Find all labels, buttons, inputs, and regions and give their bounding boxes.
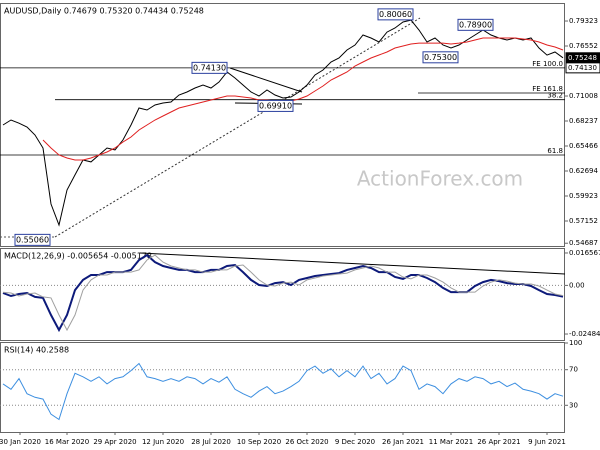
x-tick-label: 28 Jul 2020 bbox=[191, 438, 231, 446]
price-label-box bbox=[14, 233, 51, 246]
trendline bbox=[54, 17, 421, 238]
y-tick-label: 0.79323 bbox=[569, 17, 598, 25]
y-tick-label: 0.00 bbox=[569, 281, 585, 289]
price-label: 0.74130 bbox=[193, 63, 226, 72]
y-tick-label: 100 bbox=[569, 339, 582, 347]
panel-title: AUDUSD,Daily 0.74679 0.75320 0.74434 0.7… bbox=[4, 7, 204, 16]
y-tick-label: 0.65466 bbox=[569, 142, 598, 150]
y-tick-label: 30 bbox=[569, 401, 578, 409]
y-tick-label: 0.57152 bbox=[569, 217, 598, 225]
trendline bbox=[229, 67, 303, 93]
x-tick-label: 9 Jun 2021 bbox=[528, 438, 566, 446]
level-label: FE 100.0 bbox=[532, 60, 563, 68]
price-label-box bbox=[257, 99, 294, 112]
y-tick-label: 0.62694 bbox=[569, 167, 598, 175]
level-label: 38.2 bbox=[547, 92, 563, 100]
axis-marker bbox=[565, 62, 600, 74]
panel-title: MACD(12,26,9) -0.005654 -0.005178 bbox=[4, 252, 152, 261]
price-label: 0.80060 bbox=[379, 10, 412, 19]
series-line bbox=[42, 37, 564, 161]
x-tick-label: 30 Jan 2020 bbox=[0, 438, 41, 446]
price-label-box bbox=[422, 51, 459, 64]
price-label-box bbox=[191, 61, 228, 74]
macd-panel bbox=[0, 248, 565, 341]
y-tick-label: 70 bbox=[569, 366, 578, 374]
price-label: 0.75300 bbox=[424, 53, 457, 62]
series-line bbox=[2, 253, 564, 333]
series-line bbox=[2, 254, 564, 332]
price-label-box bbox=[377, 8, 414, 21]
y-tick-label: -0.024847 bbox=[569, 330, 600, 338]
x-tick-label: 11 Mar 2021 bbox=[429, 438, 473, 446]
price-label: 0.55060 bbox=[16, 235, 49, 244]
series-line bbox=[2, 362, 564, 421]
x-tick-label: 9 Dec 2020 bbox=[335, 438, 375, 446]
trendline bbox=[139, 252, 566, 275]
x-tick-label: 26 Jan 2021 bbox=[382, 438, 424, 446]
y-tick-label: 0.68237 bbox=[569, 117, 598, 125]
x-tick-label: 16 Mar 2020 bbox=[45, 438, 89, 446]
panel-title: RSI(14) 40.2588 bbox=[4, 346, 69, 355]
price-label: 0.69910 bbox=[259, 101, 292, 110]
price-panel bbox=[0, 3, 565, 247]
y-tick-label: 0.54687 bbox=[569, 239, 598, 247]
axis-marker-label: 0.75248 bbox=[568, 54, 597, 62]
x-tick-label: 10 Sep 2020 bbox=[237, 438, 281, 446]
x-tick-label: 29 Apr 2020 bbox=[93, 438, 136, 446]
price-label: 0.78900 bbox=[459, 20, 492, 29]
level-label: 61.8 bbox=[547, 147, 563, 155]
rsi-panel bbox=[0, 342, 565, 433]
level-label: FE 161.8 bbox=[532, 85, 563, 93]
series-line bbox=[2, 19, 564, 227]
x-tick-label: 26 Oct 2020 bbox=[285, 438, 328, 446]
x-tick-label: 12 Jun 2020 bbox=[142, 438, 184, 446]
y-tick-label: 0.76552 bbox=[569, 42, 598, 50]
y-tick-label: 0.59923 bbox=[569, 192, 598, 200]
y-tick-label: 0.71008 bbox=[569, 92, 598, 100]
watermark: ActionForex.com bbox=[357, 167, 523, 191]
price-label-box bbox=[457, 18, 494, 31]
y-tick-label: 0.016567 bbox=[569, 249, 600, 257]
x-tick-label: 26 Apr 2021 bbox=[477, 438, 520, 446]
axis-marker-label: 0.74130 bbox=[568, 64, 597, 72]
